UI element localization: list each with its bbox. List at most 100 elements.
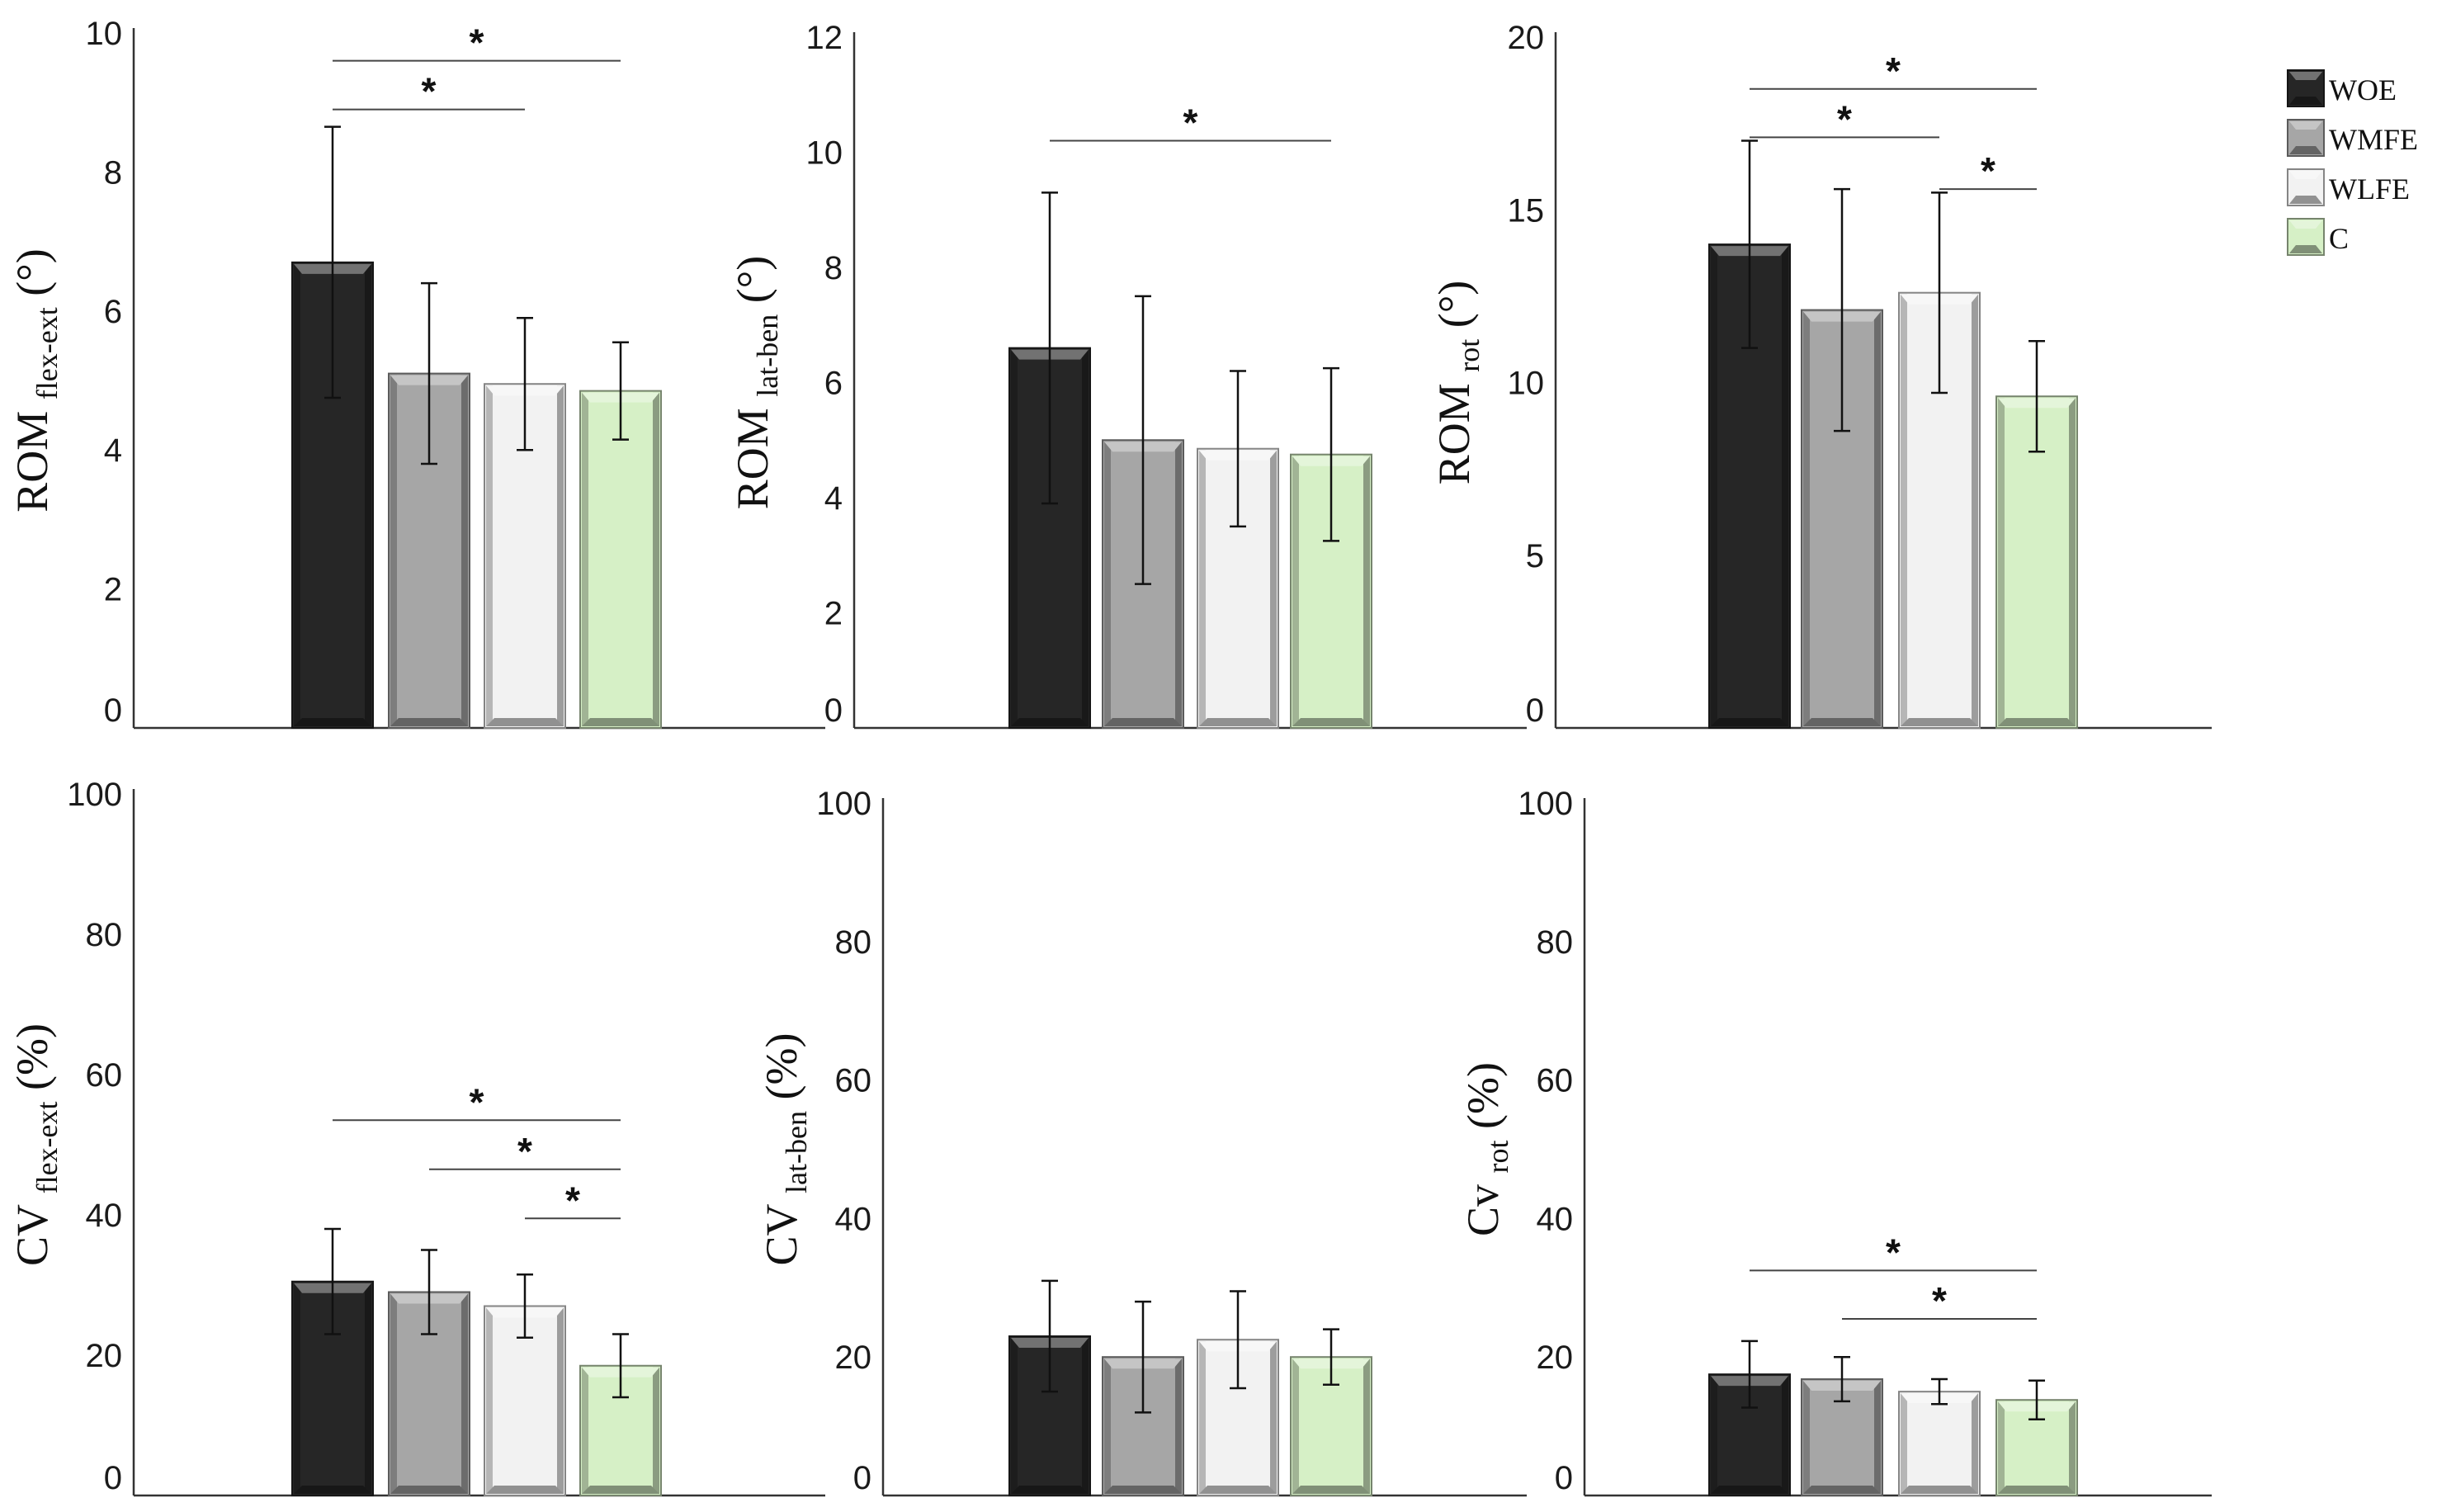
y-axis-label-main: Cv bbox=[1458, 1173, 1508, 1236]
significance-star: * bbox=[565, 1179, 580, 1221]
bar-bevel-left bbox=[1011, 349, 1018, 726]
legend: WOE WMFE WLFE C bbox=[2287, 69, 2418, 256]
y-axis-label-sub: rot bbox=[1452, 339, 1485, 372]
bar-bevel-bottom bbox=[1199, 1486, 1277, 1494]
bar-bevel-bottom bbox=[1011, 1486, 1089, 1494]
error-bar-woe bbox=[1741, 139, 1758, 349]
bar-bevel-left bbox=[582, 392, 588, 726]
legend-item-wlfe: WLFE bbox=[2287, 168, 2410, 206]
bar-bevel-left bbox=[1199, 450, 1206, 726]
significance-marker: * bbox=[1750, 50, 2037, 92]
bar-bevel-bottom bbox=[1803, 1486, 1881, 1494]
y-tick-label: 20 bbox=[835, 1340, 872, 1376]
bar-bevel-right bbox=[461, 1293, 468, 1494]
legend-label: WMFE bbox=[2329, 123, 2418, 156]
bar-bevel-bottom bbox=[582, 718, 659, 726]
bar-bevel-bottom bbox=[486, 718, 564, 726]
y-axis-label-main: ROM bbox=[1429, 372, 1479, 485]
bar-bevel-left bbox=[1104, 1358, 1111, 1494]
bar-bevel-right bbox=[1082, 1338, 1089, 1494]
bar-bevel-left bbox=[1998, 1401, 2005, 1494]
error-bar-woe bbox=[324, 125, 341, 399]
error-bar-c bbox=[612, 341, 629, 441]
bar-bevel-left bbox=[1998, 398, 2005, 726]
significance-marker: * bbox=[1750, 97, 1939, 140]
error-bar-wmfe bbox=[1135, 295, 1151, 585]
error-bar-wlfe bbox=[1931, 1377, 1948, 1406]
y-tick-label: 0 bbox=[1555, 1460, 1573, 1496]
error-bar-wlfe bbox=[1931, 191, 1948, 395]
y-axis-label-unit: (%) bbox=[1458, 1062, 1508, 1140]
error-bar-woe bbox=[1041, 191, 1058, 505]
error-bar-c bbox=[612, 1333, 629, 1399]
bar-bevel-right bbox=[1972, 1393, 1978, 1494]
bar-bevel-bottom bbox=[1901, 718, 1978, 726]
y-axis-label-main: CV bbox=[7, 1193, 57, 1266]
bar-bevel-right bbox=[461, 375, 468, 726]
bar-bevel-bottom bbox=[1803, 718, 1881, 726]
y-tick-label: 40 bbox=[86, 1198, 123, 1234]
y-tick-label: 6 bbox=[824, 366, 843, 402]
y-tick-label: 60 bbox=[1537, 1063, 1574, 1099]
significance-marker: * bbox=[1842, 1279, 2037, 1322]
bar-bevel-left bbox=[486, 1307, 493, 1494]
y-tick-label: 0 bbox=[824, 692, 843, 729]
bar-bevel-left bbox=[1199, 1341, 1206, 1494]
bar-bevel-right bbox=[1175, 442, 1182, 726]
y-tick-label: 60 bbox=[86, 1057, 123, 1094]
y-axis-label: ROM lat-ben (°) bbox=[728, 256, 784, 510]
bar-bevel-left bbox=[1901, 294, 1907, 726]
y-axis-label-main: ROM bbox=[7, 399, 57, 513]
bar-bevel-left bbox=[1711, 246, 1717, 727]
bar-bevel-bottom bbox=[582, 1486, 659, 1494]
y-axis-label-unit: (%) bbox=[757, 1033, 806, 1111]
error-bar-woe bbox=[1741, 1340, 1758, 1409]
bar-bevel-right bbox=[653, 392, 659, 726]
error-bar-c bbox=[2028, 1379, 2045, 1420]
y-tick-label: 12 bbox=[806, 20, 843, 56]
significance-marker: * bbox=[333, 1080, 621, 1123]
y-axis-label-unit: (%) bbox=[7, 1023, 57, 1101]
error-bar-wlfe bbox=[1230, 1290, 1246, 1390]
significance-marker: * bbox=[525, 1179, 621, 1221]
significance-star: * bbox=[1981, 149, 1995, 192]
legend-label: C bbox=[2329, 222, 2349, 255]
bar-bevel-left bbox=[1292, 1358, 1299, 1494]
bar-bevel-right bbox=[1782, 1376, 1788, 1494]
bar-bevel-bottom bbox=[1292, 718, 1370, 726]
bar-bevel-bottom bbox=[1901, 1486, 1978, 1494]
bar-bevel-bottom bbox=[1998, 718, 2076, 726]
bar-bevel-right bbox=[1082, 349, 1089, 726]
y-axis-label-sub: flex-ext bbox=[31, 307, 64, 399]
error-bar-c bbox=[1323, 366, 1339, 542]
y-axis-label: CV flex-ext (%) bbox=[7, 1023, 64, 1266]
bar-bevel-right bbox=[1363, 456, 1370, 726]
y-tick-label: 100 bbox=[1518, 786, 1573, 822]
bar-bevel-bottom bbox=[390, 718, 468, 726]
y-tick-label: 40 bbox=[835, 1201, 872, 1237]
y-axis-label-sub: lat-ben bbox=[780, 1111, 813, 1193]
y-tick-label: 80 bbox=[835, 924, 872, 961]
bar-bevel-left bbox=[1011, 1338, 1018, 1494]
legend-item-woe: WOE bbox=[2287, 69, 2397, 107]
y-axis-label-unit: (°) bbox=[1429, 281, 1479, 339]
bar-woe bbox=[1708, 243, 1791, 730]
significance-marker: * bbox=[333, 21, 621, 64]
significance-marker: * bbox=[1939, 149, 2037, 192]
y-axis-label: ROM rot (°) bbox=[1429, 281, 1485, 485]
chart-panel-4: 0 20 40 60 80 100 CV flex-ext (%) * * * bbox=[7, 777, 825, 1497]
bar-bevel-bottom bbox=[1711, 718, 1788, 726]
y-axis-label-sub: flex-ext bbox=[31, 1101, 64, 1193]
bar-wlfe bbox=[484, 383, 566, 729]
y-axis-label-sub: lat-ben bbox=[751, 314, 784, 397]
significance-marker: * bbox=[333, 70, 525, 113]
bar-bevel-left bbox=[390, 375, 397, 726]
chart-panel-3: 0 5 10 15 20 ROM rot (°) * * * bbox=[1429, 20, 2212, 730]
bar-bevel-bottom bbox=[294, 718, 371, 726]
bar-bevel-bottom bbox=[1998, 1486, 2076, 1494]
bar-bevel-right bbox=[365, 263, 371, 726]
y-tick-label: 4 bbox=[104, 432, 122, 469]
y-tick-label: 80 bbox=[1537, 924, 1574, 961]
legend-label: WOE bbox=[2329, 73, 2397, 106]
y-tick-label: 5 bbox=[1526, 538, 1544, 574]
